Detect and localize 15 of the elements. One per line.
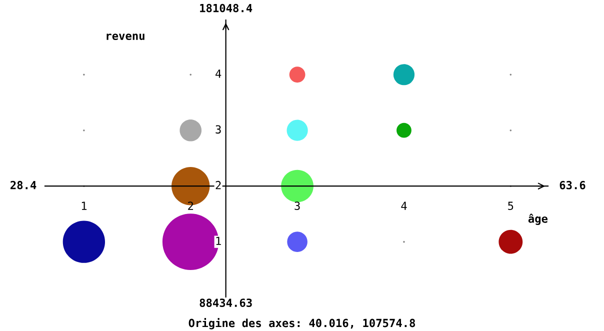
- y-tick-label: 3: [216, 125, 221, 134]
- text: 181048.4: [200, 4, 252, 12]
- text: Origine des axes: 40.016, 107574.8: [188, 318, 416, 330]
- text: 28.4: [10, 180, 36, 190]
- x-tick-label: 3: [294, 202, 300, 210]
- x-tick-label: 1: [82, 202, 87, 210]
- text: 63.6: [560, 180, 586, 190]
- x-tick-label: 4: [401, 202, 407, 210]
- y-tick-label: 1: [216, 236, 221, 245]
- x-axis-title: âge: [528, 214, 548, 225]
- x-tick-label: 5: [508, 202, 514, 210]
- y-axis-title: revenu: [106, 34, 144, 40]
- text: 88434.63: [200, 298, 252, 307]
- y-tick-label: 4: [216, 70, 222, 78]
- y-tick-label: 2: [216, 180, 221, 190]
